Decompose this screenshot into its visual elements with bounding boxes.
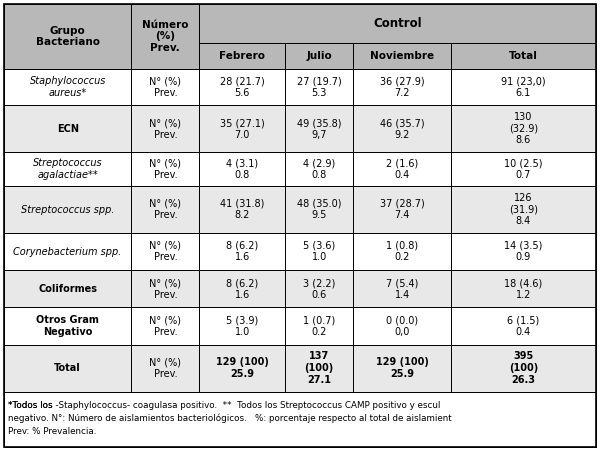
Bar bbox=[199, 308, 285, 345]
Bar bbox=[285, 233, 353, 270]
Text: 129 (100)
25.9: 129 (100) 25.9 bbox=[376, 357, 428, 379]
Text: N° (%)
Prev.: N° (%) Prev. bbox=[149, 241, 181, 262]
Text: 129 (100)
25.9: 129 (100) 25.9 bbox=[216, 357, 269, 379]
Bar bbox=[353, 43, 451, 69]
Text: Otros Gram
Negativo: Otros Gram Negativo bbox=[36, 315, 99, 337]
Bar bbox=[4, 106, 131, 152]
Text: 35 (27.1)
7.0: 35 (27.1) 7.0 bbox=[220, 118, 265, 140]
Text: 4 (2.9)
0.8: 4 (2.9) 0.8 bbox=[303, 158, 335, 180]
Bar bbox=[285, 43, 353, 69]
Text: N° (%)
Prev.: N° (%) Prev. bbox=[149, 118, 181, 140]
Bar bbox=[199, 345, 285, 391]
Bar bbox=[285, 270, 353, 308]
Text: 6 (1.5)
0.4: 6 (1.5) 0.4 bbox=[508, 315, 539, 337]
Text: Streptococcus
agalactiae**: Streptococcus agalactiae** bbox=[33, 158, 103, 180]
Bar bbox=[199, 186, 285, 233]
Text: 5 (3.9)
1.0: 5 (3.9) 1.0 bbox=[226, 315, 259, 337]
Bar bbox=[4, 233, 131, 270]
Bar bbox=[4, 270, 131, 308]
Bar bbox=[199, 152, 285, 186]
Text: Julio: Julio bbox=[307, 51, 332, 61]
Bar bbox=[131, 186, 199, 233]
Text: 27 (19.7)
5.3: 27 (19.7) 5.3 bbox=[297, 76, 341, 98]
Text: 1 (0.8)
0.2: 1 (0.8) 0.2 bbox=[386, 241, 418, 262]
Bar bbox=[199, 270, 285, 308]
Text: 48 (35.0)
9.5: 48 (35.0) 9.5 bbox=[297, 199, 341, 221]
Bar bbox=[451, 186, 596, 233]
Bar bbox=[199, 4, 596, 43]
Bar bbox=[451, 69, 596, 106]
Bar bbox=[4, 345, 131, 391]
Text: N° (%)
Prev.: N° (%) Prev. bbox=[149, 76, 181, 98]
Bar bbox=[131, 233, 199, 270]
Text: 4 (3.1)
0.8: 4 (3.1) 0.8 bbox=[226, 158, 259, 180]
Bar bbox=[131, 152, 199, 186]
Bar bbox=[353, 152, 451, 186]
Bar bbox=[285, 152, 353, 186]
Text: *Todos los ­Staphylococcus­ coagulasa positivo.  **  Todos los Streptococcus CAM: *Todos los ­Staphylococcus­ coagulasa po… bbox=[8, 400, 440, 410]
Text: ECN: ECN bbox=[56, 124, 79, 134]
Text: N° (%)
Prev.: N° (%) Prev. bbox=[149, 158, 181, 180]
Bar bbox=[353, 233, 451, 270]
Text: 395
(100)
26.3: 395 (100) 26.3 bbox=[509, 351, 538, 385]
Bar bbox=[451, 345, 596, 391]
Text: 3 (2.2)
0.6: 3 (2.2) 0.6 bbox=[303, 278, 335, 299]
Bar bbox=[131, 345, 199, 391]
Bar bbox=[353, 345, 451, 391]
Text: 18 (4.6)
1.2: 18 (4.6) 1.2 bbox=[505, 278, 542, 299]
Bar bbox=[451, 106, 596, 152]
Text: N° (%)
Prev.: N° (%) Prev. bbox=[149, 199, 181, 221]
Bar bbox=[353, 270, 451, 308]
Bar bbox=[4, 186, 131, 233]
Text: 91 (23,0)
6.1: 91 (23,0) 6.1 bbox=[501, 76, 546, 98]
Bar bbox=[285, 106, 353, 152]
Text: 126
(31.9)
8.4: 126 (31.9) 8.4 bbox=[509, 193, 538, 226]
Text: 49 (35.8)
9,7: 49 (35.8) 9,7 bbox=[297, 118, 341, 140]
Bar bbox=[285, 345, 353, 391]
Text: Streptococcus spp.: Streptococcus spp. bbox=[21, 205, 115, 215]
Text: 10 (2.5)
0.7: 10 (2.5) 0.7 bbox=[504, 158, 543, 180]
Bar bbox=[285, 186, 353, 233]
Text: 5 (3.6)
1.0: 5 (3.6) 1.0 bbox=[303, 241, 335, 262]
Bar bbox=[131, 69, 199, 106]
Bar bbox=[199, 69, 285, 106]
Text: 7 (5.4)
1.4: 7 (5.4) 1.4 bbox=[386, 278, 418, 299]
Text: N° (%)
Prev.: N° (%) Prev. bbox=[149, 278, 181, 299]
Bar bbox=[451, 152, 596, 186]
Bar bbox=[353, 106, 451, 152]
Bar bbox=[451, 270, 596, 308]
Text: negativo. N°: Número de aislamientos bacteriológicos.   %: porcentaje respecto a: negativo. N°: Número de aislamientos bac… bbox=[8, 414, 452, 423]
Text: 8 (6.2)
1.6: 8 (6.2) 1.6 bbox=[226, 278, 259, 299]
Text: Total: Total bbox=[54, 363, 81, 373]
Text: 1 (0.7)
0.2: 1 (0.7) 0.2 bbox=[303, 315, 335, 337]
Bar bbox=[199, 233, 285, 270]
Text: 41 (31.8)
8.2: 41 (31.8) 8.2 bbox=[220, 199, 265, 221]
Bar bbox=[451, 233, 596, 270]
Text: 8 (6.2)
1.6: 8 (6.2) 1.6 bbox=[226, 241, 259, 262]
Bar bbox=[285, 69, 353, 106]
Text: Prev: % Prevalencia.: Prev: % Prevalencia. bbox=[8, 427, 97, 436]
Text: 46 (35.7)
9.2: 46 (35.7) 9.2 bbox=[380, 118, 424, 140]
Text: Noviembre: Noviembre bbox=[370, 51, 434, 61]
Bar bbox=[451, 43, 596, 69]
Text: 2 (1.6)
0.4: 2 (1.6) 0.4 bbox=[386, 158, 418, 180]
Text: Control: Control bbox=[373, 17, 422, 30]
Bar bbox=[131, 106, 199, 152]
Text: Total: Total bbox=[509, 51, 538, 61]
Text: 37 (28.7)
7.4: 37 (28.7) 7.4 bbox=[380, 199, 424, 221]
Text: Coliformes: Coliformes bbox=[38, 284, 97, 294]
Bar bbox=[4, 152, 131, 186]
Bar bbox=[4, 4, 131, 69]
Bar bbox=[4, 308, 131, 345]
Bar bbox=[353, 308, 451, 345]
Text: 36 (27.9)
7.2: 36 (27.9) 7.2 bbox=[380, 76, 424, 98]
Bar bbox=[451, 308, 596, 345]
Bar bbox=[4, 391, 596, 447]
Bar bbox=[353, 186, 451, 233]
Bar bbox=[199, 43, 285, 69]
Text: 137
(100)
27.1: 137 (100) 27.1 bbox=[305, 351, 334, 385]
Bar bbox=[131, 308, 199, 345]
Bar bbox=[131, 4, 199, 69]
Text: Corynebacterium spp.: Corynebacterium spp. bbox=[13, 247, 122, 257]
Text: Febrero: Febrero bbox=[219, 51, 265, 61]
